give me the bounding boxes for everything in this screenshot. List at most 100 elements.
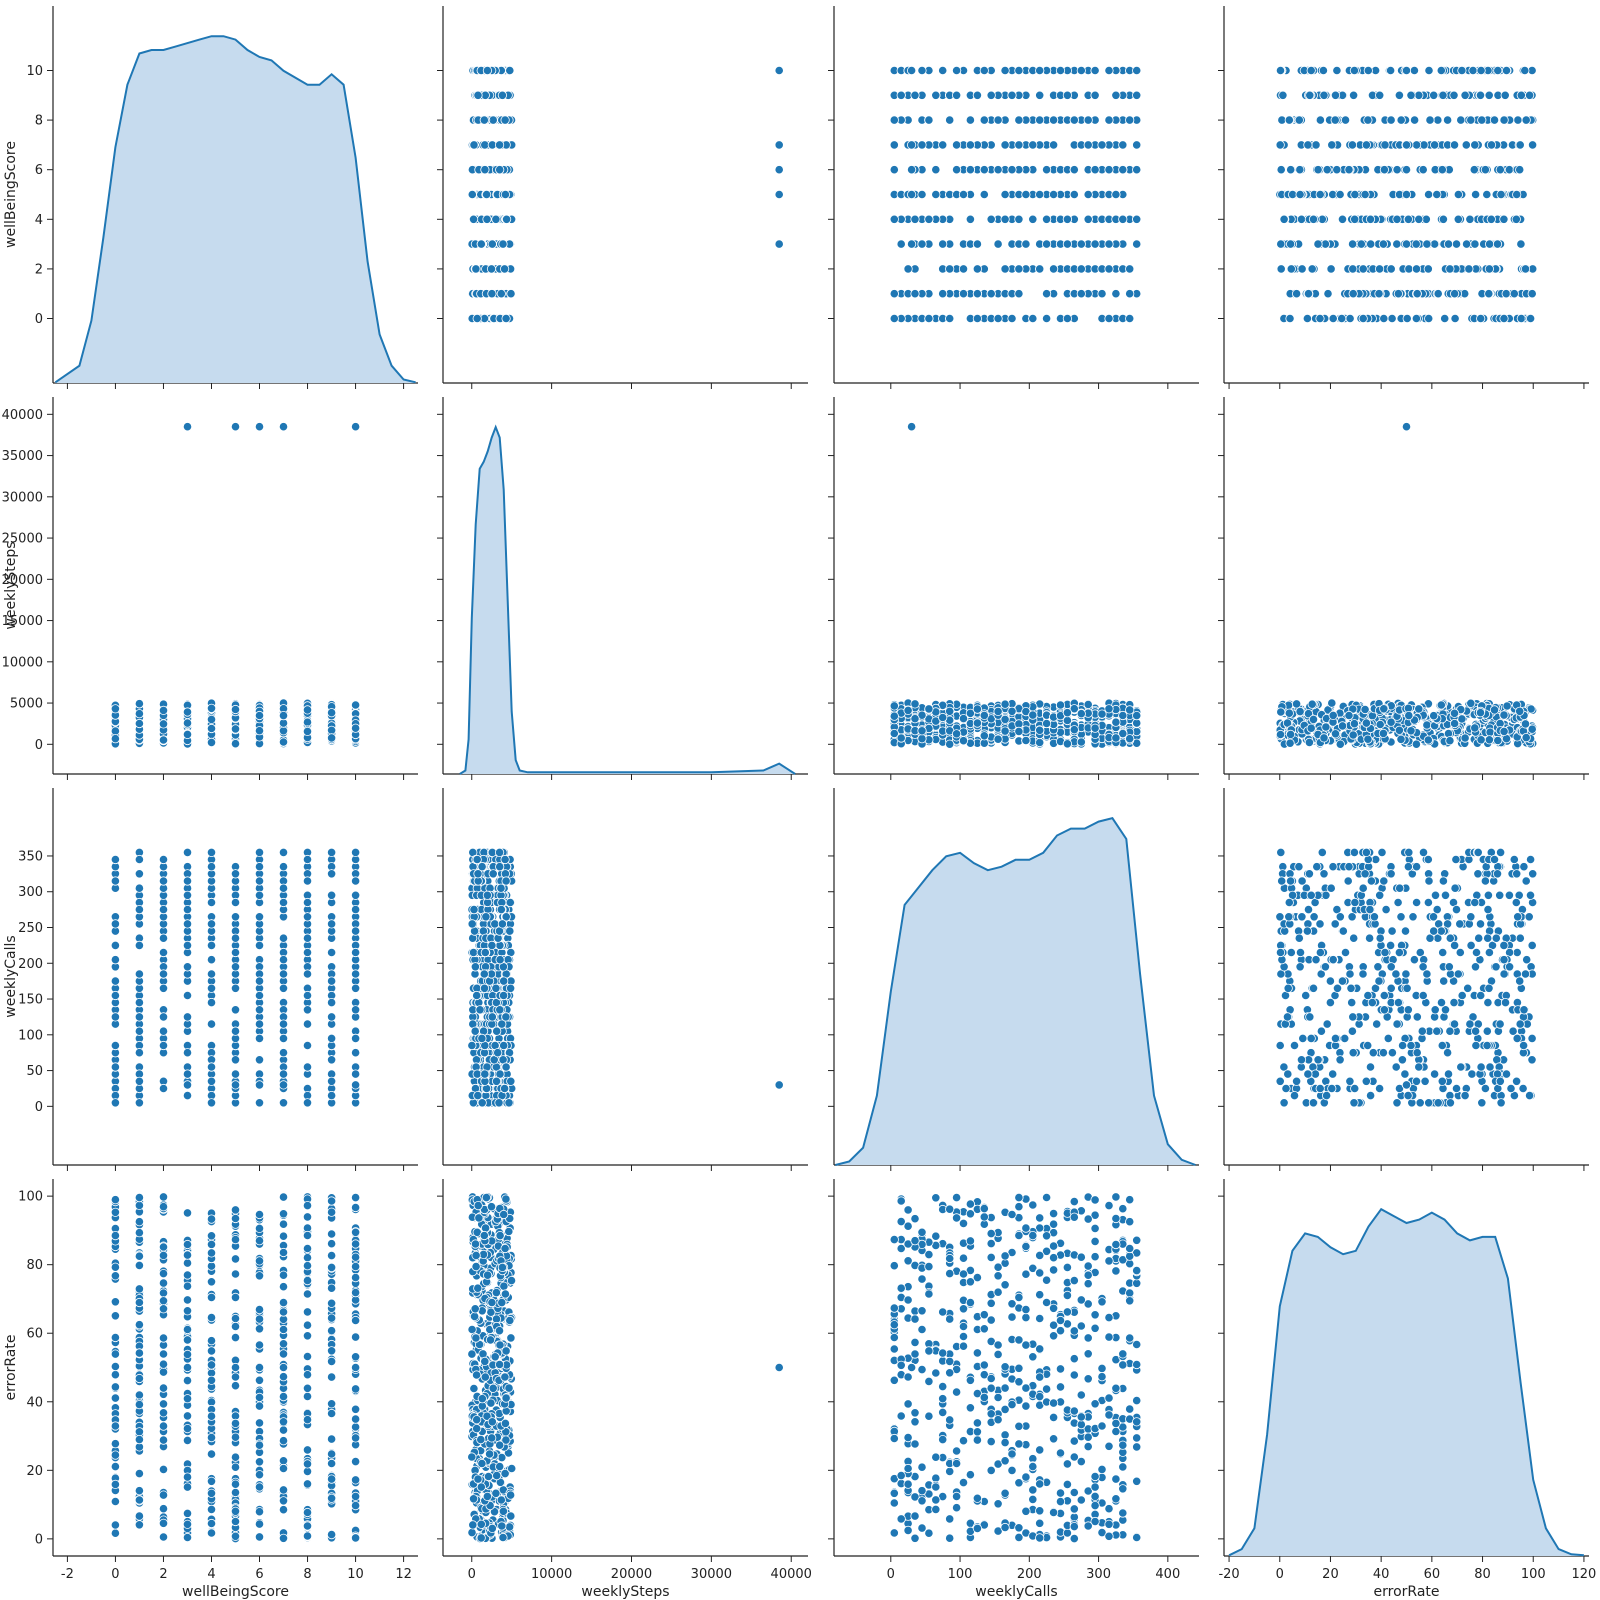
- data-point: [938, 65, 948, 76]
- data-point: [230, 947, 241, 958]
- data-point: [1055, 700, 1066, 710]
- data-point: [1476, 65, 1486, 76]
- data-point: [134, 904, 144, 915]
- data-point: [972, 313, 983, 324]
- data-point: [1083, 140, 1093, 150]
- data-point: [206, 919, 217, 929]
- data-point: [958, 264, 969, 274]
- data-point: [1328, 710, 1338, 721]
- data-point: [479, 115, 489, 125]
- subplot-weeklyCalls-vs-weeklySteps: [437, 788, 808, 1171]
- data-point: [1513, 115, 1523, 125]
- data-point: [302, 726, 313, 737]
- data-point: [1028, 313, 1038, 324]
- data-point: [1515, 706, 1525, 716]
- data-point: [1337, 214, 1348, 224]
- data-point: [1422, 720, 1432, 730]
- data-point: [945, 739, 955, 749]
- data-point: [1340, 115, 1351, 125]
- data-point: [896, 733, 906, 743]
- data-point: [931, 90, 941, 100]
- data-point: [1286, 729, 1296, 740]
- data-point: [1125, 313, 1135, 324]
- data-point: [1363, 115, 1373, 125]
- data-point: [206, 969, 217, 979]
- data-point: [1049, 189, 1059, 200]
- data-point: [254, 940, 265, 951]
- data-point: [945, 115, 955, 125]
- data-point: [206, 955, 217, 965]
- data-point: [1411, 239, 1421, 249]
- data-point: [774, 65, 784, 76]
- data-point: [1486, 214, 1496, 224]
- data-point: [1406, 726, 1416, 736]
- data-point: [302, 1019, 313, 1029]
- data-point: [993, 115, 1003, 125]
- data-point: [1379, 313, 1389, 324]
- data-point: [903, 264, 913, 274]
- data-point: [1520, 65, 1530, 76]
- data-point: [491, 214, 501, 224]
- data-point: [958, 736, 969, 746]
- data-point: [1476, 313, 1486, 324]
- data-point: [1035, 737, 1045, 748]
- data-point: [278, 737, 289, 747]
- data-point: [1042, 214, 1052, 224]
- data-point: [1361, 718, 1372, 728]
- data-point: [1360, 189, 1370, 200]
- data-point: [1425, 115, 1435, 125]
- data-point: [1501, 65, 1512, 76]
- data-point: [1097, 140, 1107, 150]
- data-point: [501, 214, 512, 224]
- data-point: [1374, 289, 1384, 299]
- data-point: [497, 90, 507, 100]
- data-point: [917, 65, 927, 76]
- data-point: [326, 1076, 337, 1086]
- data-point: [1422, 239, 1432, 249]
- data-point: [1014, 115, 1024, 125]
- data-point: [1111, 733, 1121, 743]
- data-point: [254, 1019, 265, 1029]
- data-point: [1516, 239, 1526, 249]
- y-tick-label: 5000: [10, 697, 43, 712]
- data-point: [469, 140, 479, 150]
- data-point: [302, 1040, 313, 1051]
- data-point: [468, 214, 479, 224]
- data-point: [1347, 140, 1358, 150]
- data-point: [158, 719, 169, 729]
- y-tick-label: 4: [35, 213, 43, 228]
- data-point: [1482, 189, 1492, 200]
- data-point: [1315, 115, 1326, 125]
- data-point: [1379, 704, 1389, 714]
- data-point: [1485, 239, 1495, 249]
- data-point: [488, 115, 498, 125]
- data-point: [278, 897, 289, 908]
- data-point: [206, 983, 217, 993]
- y-tick-label: 35000: [2, 449, 43, 464]
- data-point: [1083, 214, 1093, 224]
- data-point: [1349, 719, 1360, 729]
- data-point: [1330, 729, 1341, 739]
- data-point: [1049, 115, 1059, 125]
- data-point: [1007, 313, 1017, 324]
- y-tick-label: 200: [18, 957, 43, 972]
- data-point: [254, 1098, 265, 1108]
- data-point: [1132, 165, 1142, 175]
- data-point: [482, 65, 492, 76]
- data-point: [1423, 264, 1433, 274]
- data-point: [1279, 214, 1289, 224]
- data-point: [1327, 698, 1337, 708]
- data-point: [1076, 264, 1086, 274]
- data-point: [487, 289, 497, 299]
- y-tick-label: 0: [35, 738, 43, 753]
- data-point: [1492, 239, 1503, 249]
- data-point: [254, 976, 265, 986]
- data-point: [1470, 723, 1480, 733]
- data-point: [1335, 189, 1345, 200]
- data-point: [1132, 65, 1142, 76]
- data-point: [1132, 214, 1142, 224]
- data-point: [1348, 264, 1358, 274]
- data-point: [182, 940, 193, 951]
- data-point: [889, 214, 899, 224]
- data-point: [476, 239, 486, 249]
